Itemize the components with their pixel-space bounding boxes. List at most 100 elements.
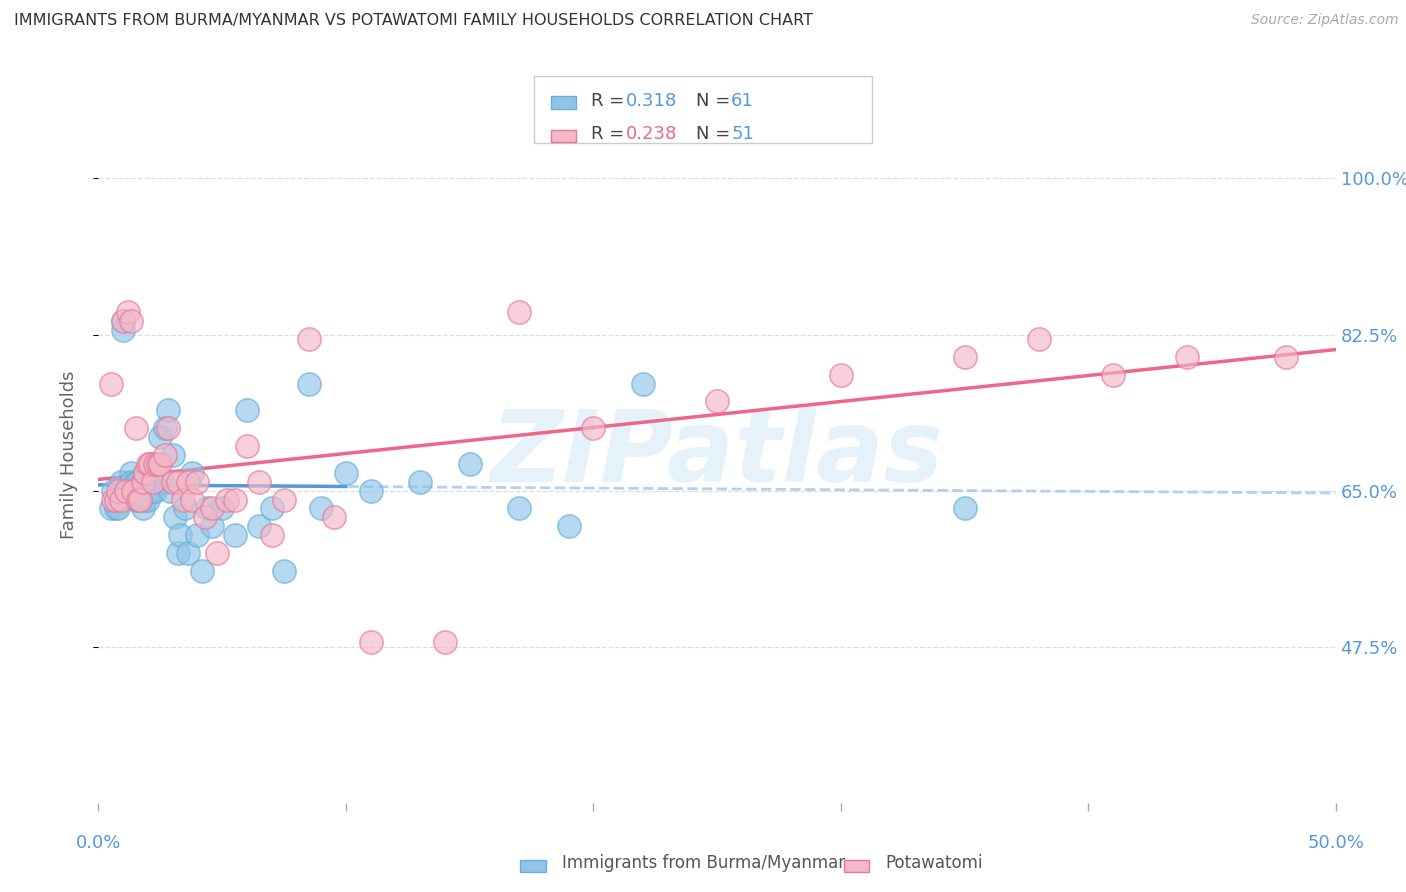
Point — [195, 501, 218, 516]
Point — [155, 421, 177, 435]
Point — [409, 475, 432, 489]
Point — [159, 483, 181, 498]
Point — [100, 501, 122, 516]
Point — [143, 457, 166, 471]
Point — [830, 368, 852, 382]
Point — [122, 483, 145, 498]
Point — [508, 305, 530, 319]
Point — [247, 519, 270, 533]
Point — [166, 546, 188, 560]
Point — [953, 350, 976, 364]
Point — [107, 483, 129, 498]
Point — [149, 457, 172, 471]
Point — [706, 394, 728, 409]
Point — [335, 466, 357, 480]
Point — [166, 475, 188, 489]
Point — [165, 510, 187, 524]
Point — [156, 403, 179, 417]
Point — [127, 483, 149, 498]
Point — [136, 492, 159, 507]
Point — [124, 421, 146, 435]
Text: Immigrants from Burma/Myanmar: Immigrants from Burma/Myanmar — [562, 855, 845, 872]
Point — [211, 501, 233, 516]
Point — [112, 314, 135, 328]
Point — [114, 483, 136, 498]
Point — [176, 546, 198, 560]
Point — [104, 492, 127, 507]
Point — [1102, 368, 1125, 382]
Text: 61: 61 — [731, 92, 754, 110]
Point — [142, 475, 165, 489]
Point — [236, 439, 259, 453]
Point — [149, 430, 172, 444]
Point — [194, 510, 217, 524]
Point — [174, 501, 197, 516]
Point — [1175, 350, 1198, 364]
Text: Source: ZipAtlas.com: Source: ZipAtlas.com — [1251, 13, 1399, 28]
Text: Potawatomi: Potawatomi — [886, 855, 983, 872]
Point — [120, 314, 142, 328]
Text: 50.0%: 50.0% — [1308, 834, 1364, 852]
Text: 51: 51 — [731, 126, 754, 144]
Point — [139, 457, 162, 471]
Point — [458, 457, 481, 471]
Text: 0.0%: 0.0% — [76, 834, 121, 852]
Point — [124, 492, 146, 507]
Point — [112, 323, 135, 337]
Point — [103, 483, 125, 498]
Point — [582, 421, 605, 435]
Point — [136, 457, 159, 471]
Point — [139, 483, 162, 498]
Point — [360, 635, 382, 649]
Point — [127, 475, 149, 489]
Point — [134, 492, 156, 507]
Point — [103, 492, 125, 507]
Point — [129, 492, 152, 507]
Point — [298, 376, 321, 391]
Point — [107, 501, 129, 516]
Point — [1028, 332, 1050, 346]
Point — [120, 475, 142, 489]
Point — [186, 475, 208, 489]
Point — [217, 492, 239, 507]
Point — [224, 528, 246, 542]
Point — [146, 457, 169, 471]
Point — [433, 635, 456, 649]
Point — [134, 466, 156, 480]
Point — [129, 492, 152, 507]
Point — [110, 475, 132, 489]
Point — [132, 475, 155, 489]
Point — [631, 376, 654, 391]
Point — [1275, 350, 1298, 364]
Point — [191, 564, 214, 578]
Point — [169, 528, 191, 542]
Point — [134, 466, 156, 480]
Text: R =: R = — [591, 126, 630, 144]
Text: IMMIGRANTS FROM BURMA/MYANMAR VS POTAWATOMI FAMILY HOUSEHOLDS CORRELATION CHART: IMMIGRANTS FROM BURMA/MYANMAR VS POTAWAT… — [14, 13, 813, 29]
Point — [110, 492, 132, 507]
Point — [309, 501, 332, 516]
Text: N =: N = — [696, 126, 735, 144]
Point — [120, 466, 142, 480]
Point — [146, 457, 169, 471]
Point — [557, 519, 579, 533]
Point — [247, 475, 270, 489]
Text: ZIPatlas: ZIPatlas — [491, 407, 943, 503]
Point — [132, 501, 155, 516]
Point — [172, 492, 194, 507]
Point — [117, 483, 139, 498]
Y-axis label: Family Households: Family Households — [59, 371, 77, 539]
Point — [122, 483, 145, 498]
Point — [205, 546, 228, 560]
Point — [112, 314, 135, 328]
Point — [104, 501, 127, 516]
Point — [224, 492, 246, 507]
Text: 0.238: 0.238 — [626, 126, 678, 144]
Text: R =: R = — [591, 92, 630, 110]
Point — [273, 564, 295, 578]
Point — [132, 475, 155, 489]
Point — [127, 492, 149, 507]
Point — [181, 466, 204, 480]
Point — [260, 528, 283, 542]
Point — [142, 475, 165, 489]
